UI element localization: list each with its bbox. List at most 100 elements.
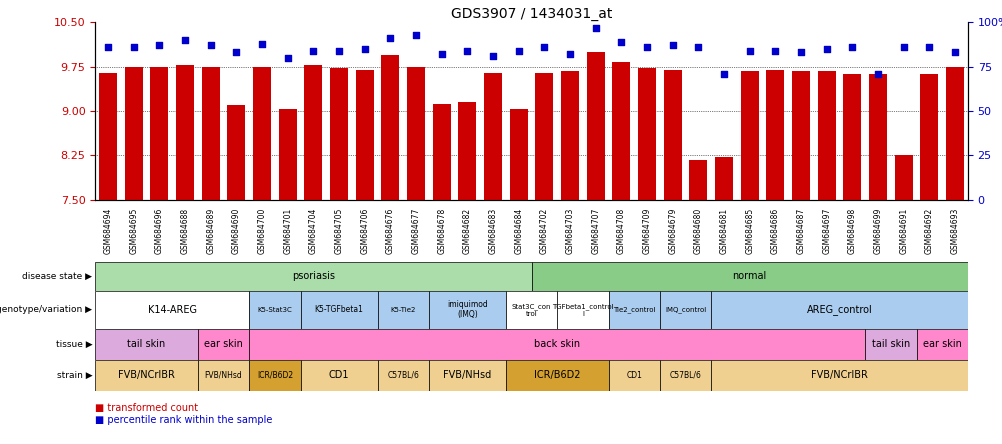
Bar xyxy=(432,104,450,200)
Point xyxy=(433,51,449,58)
Bar xyxy=(407,67,425,200)
Point xyxy=(818,45,834,52)
Bar xyxy=(710,291,967,329)
Text: ICR/B6D2: ICR/B6D2 xyxy=(533,370,580,380)
Point xyxy=(177,36,193,44)
Bar xyxy=(659,360,710,391)
Bar xyxy=(792,71,810,200)
Text: ■ percentile rank within the sample: ■ percentile rank within the sample xyxy=(95,415,273,424)
Text: FVB/NCrIBR: FVB/NCrIBR xyxy=(811,370,867,380)
Text: normal: normal xyxy=(731,271,767,281)
Point xyxy=(125,44,141,51)
Bar xyxy=(710,360,967,391)
Point xyxy=(793,49,809,56)
Text: ■ transformed count: ■ transformed count xyxy=(95,404,198,413)
Bar xyxy=(916,329,967,360)
Bar xyxy=(659,291,710,329)
Bar xyxy=(505,291,557,329)
Bar xyxy=(894,155,912,200)
Bar xyxy=(227,105,245,200)
Text: K5-TGFbeta1: K5-TGFbeta1 xyxy=(315,305,363,314)
Bar xyxy=(586,52,604,200)
Bar xyxy=(714,157,732,200)
Bar xyxy=(377,360,429,391)
Bar xyxy=(740,71,758,200)
Text: FVB/NHsd: FVB/NHsd xyxy=(443,370,491,380)
Point xyxy=(741,47,758,54)
Text: K14-AREG: K14-AREG xyxy=(147,305,196,315)
Text: ICR/B6D2: ICR/B6D2 xyxy=(257,371,293,380)
Bar xyxy=(865,329,916,360)
Bar xyxy=(843,74,861,200)
Point xyxy=(100,44,116,51)
Text: IMQ_control: IMQ_control xyxy=(664,306,705,313)
Bar xyxy=(484,72,502,200)
Bar xyxy=(531,262,967,291)
Point xyxy=(331,47,347,54)
Bar xyxy=(509,109,527,200)
Bar xyxy=(176,65,194,200)
Bar xyxy=(663,70,681,200)
Point xyxy=(202,42,218,49)
Bar xyxy=(868,74,886,200)
Bar xyxy=(330,68,348,200)
Bar xyxy=(766,70,784,200)
Point xyxy=(638,44,654,51)
Bar xyxy=(608,360,659,391)
Bar xyxy=(429,360,505,391)
Text: disease state ▶: disease state ▶ xyxy=(22,272,92,281)
Bar xyxy=(637,68,655,200)
Bar xyxy=(612,63,630,200)
Bar xyxy=(688,159,706,200)
Bar xyxy=(429,291,505,329)
Point xyxy=(536,44,552,51)
Bar xyxy=(305,65,322,200)
Bar xyxy=(356,70,374,200)
Text: back skin: back skin xyxy=(534,339,580,349)
Bar xyxy=(560,71,578,200)
Bar xyxy=(249,329,865,360)
Bar xyxy=(197,329,249,360)
Bar xyxy=(95,329,197,360)
Text: imiquimod
(IMQ): imiquimod (IMQ) xyxy=(447,300,487,319)
Text: AREG_control: AREG_control xyxy=(806,304,872,315)
Text: FVB/NCrIBR: FVB/NCrIBR xyxy=(118,370,175,380)
Bar xyxy=(377,291,429,329)
Bar xyxy=(95,291,249,329)
Bar xyxy=(99,72,117,200)
Bar xyxy=(201,67,219,200)
Bar xyxy=(458,102,476,200)
Bar xyxy=(817,71,835,200)
Point xyxy=(844,44,860,51)
Text: Stat3C_con
trol: Stat3C_con trol xyxy=(511,303,551,317)
Point xyxy=(151,42,167,49)
Text: strain ▶: strain ▶ xyxy=(56,371,92,380)
Point xyxy=(228,49,244,56)
Text: ear skin: ear skin xyxy=(204,339,242,349)
Bar xyxy=(95,360,197,391)
Point xyxy=(382,35,398,42)
Title: GDS3907 / 1434031_at: GDS3907 / 1434031_at xyxy=(451,7,611,21)
Point xyxy=(689,44,705,51)
Text: tissue ▶: tissue ▶ xyxy=(55,340,92,349)
Bar xyxy=(253,67,271,200)
Point xyxy=(921,44,937,51)
Point xyxy=(587,24,603,31)
Bar xyxy=(249,291,301,329)
Text: C57BL/6: C57BL/6 xyxy=(669,371,700,380)
Point xyxy=(561,51,577,58)
Text: ear skin: ear skin xyxy=(922,339,961,349)
Bar xyxy=(150,67,168,200)
Bar xyxy=(945,67,963,200)
Bar xyxy=(381,56,399,200)
Point xyxy=(485,52,501,59)
Point xyxy=(280,54,296,61)
Bar xyxy=(557,291,608,329)
Bar xyxy=(249,360,301,391)
Bar xyxy=(920,74,938,200)
Point xyxy=(254,40,270,47)
Point xyxy=(306,47,322,54)
Text: FVB/NHsd: FVB/NHsd xyxy=(204,371,242,380)
Text: psoriasis: psoriasis xyxy=(292,271,335,281)
Text: C57BL/6: C57BL/6 xyxy=(387,371,419,380)
